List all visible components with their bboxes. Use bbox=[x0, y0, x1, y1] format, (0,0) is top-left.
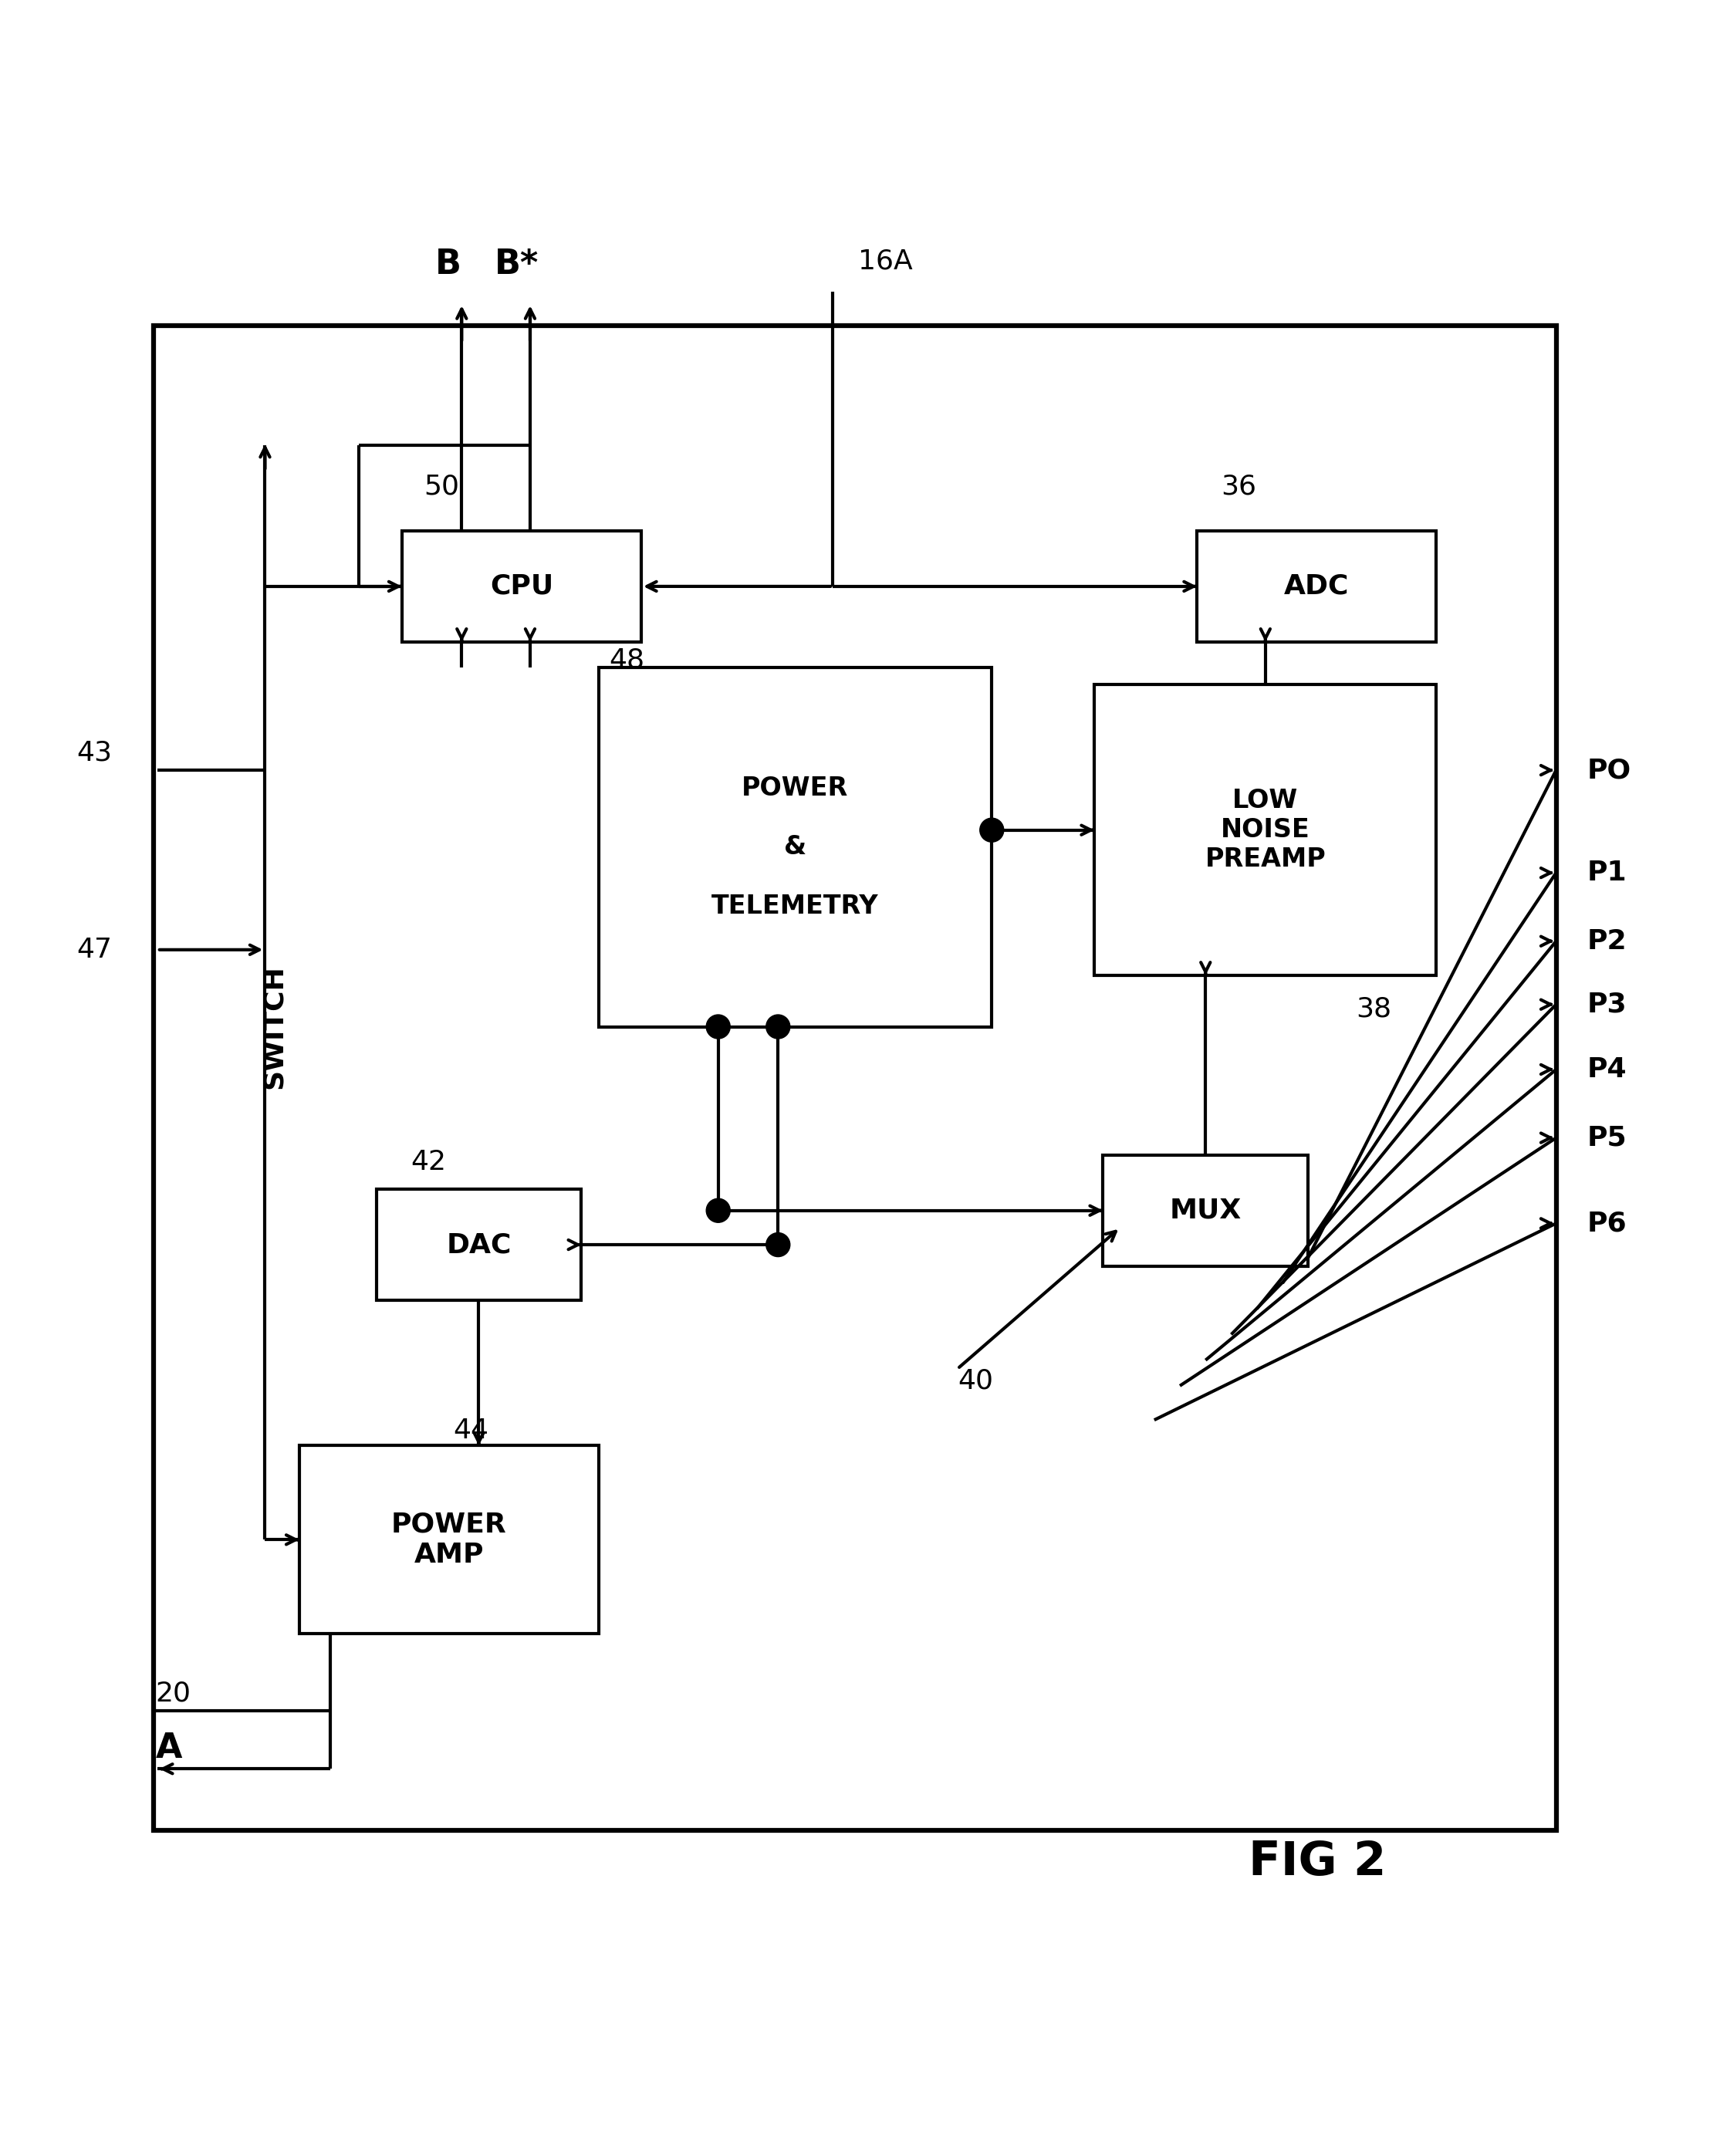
Text: 38: 38 bbox=[1356, 996, 1392, 1022]
Circle shape bbox=[766, 1015, 790, 1039]
Bar bbox=[1103, 1156, 1308, 1266]
Text: 16A: 16A bbox=[858, 248, 913, 274]
Text: P5: P5 bbox=[1587, 1125, 1626, 1151]
Text: 20: 20 bbox=[156, 1680, 192, 1708]
Bar bbox=[1197, 530, 1436, 642]
Text: 50: 50 bbox=[424, 474, 460, 500]
Text: ADC: ADC bbox=[1284, 573, 1349, 599]
Text: SWITCH: SWITCH bbox=[260, 964, 287, 1089]
Text: P4: P4 bbox=[1587, 1056, 1626, 1082]
Bar bbox=[598, 668, 992, 1026]
Text: PO: PO bbox=[1587, 757, 1631, 783]
Circle shape bbox=[706, 1015, 730, 1039]
Text: 48: 48 bbox=[609, 647, 645, 673]
Bar bbox=[299, 1447, 598, 1634]
Text: A: A bbox=[156, 1731, 183, 1766]
Text: P2: P2 bbox=[1587, 927, 1626, 955]
Text: P3: P3 bbox=[1587, 992, 1626, 1018]
Bar bbox=[154, 326, 1556, 1830]
Bar bbox=[376, 1190, 581, 1300]
Text: MUX: MUX bbox=[1170, 1197, 1241, 1225]
Bar bbox=[402, 530, 641, 642]
Text: POWER
AMP: POWER AMP bbox=[392, 1511, 506, 1567]
Circle shape bbox=[706, 1199, 730, 1222]
Text: 40: 40 bbox=[958, 1369, 994, 1395]
Text: DAC: DAC bbox=[446, 1231, 511, 1257]
Text: P1: P1 bbox=[1587, 860, 1626, 886]
Text: 43: 43 bbox=[77, 740, 113, 765]
Text: P6: P6 bbox=[1587, 1210, 1626, 1238]
Text: LOW
NOISE
PREAMP: LOW NOISE PREAMP bbox=[1206, 787, 1325, 873]
Circle shape bbox=[766, 1233, 790, 1257]
Bar bbox=[1094, 686, 1436, 975]
Text: POWER

&

TELEMETRY: POWER & TELEMETRY bbox=[711, 776, 879, 918]
Text: CPU: CPU bbox=[489, 573, 554, 599]
Circle shape bbox=[980, 817, 1004, 843]
Text: B*: B* bbox=[494, 248, 539, 280]
Text: 42: 42 bbox=[410, 1149, 446, 1175]
Text: 44: 44 bbox=[453, 1419, 489, 1445]
Text: 47: 47 bbox=[77, 936, 113, 964]
Text: 36: 36 bbox=[1221, 474, 1257, 500]
Text: FIG 2: FIG 2 bbox=[1248, 1839, 1387, 1884]
Text: B: B bbox=[434, 248, 462, 280]
